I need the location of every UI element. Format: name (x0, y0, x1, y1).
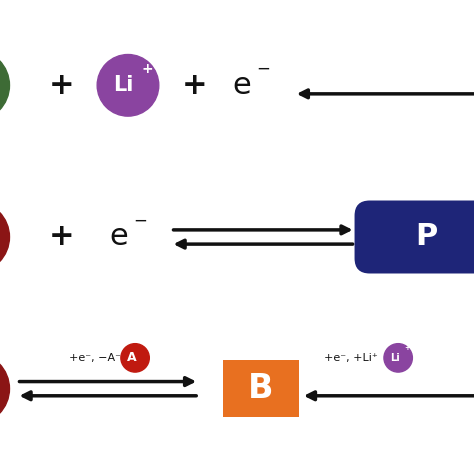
Circle shape (97, 55, 159, 116)
Text: +: + (405, 346, 410, 351)
Circle shape (0, 201, 9, 273)
Text: −: − (256, 60, 270, 78)
Text: Li: Li (391, 353, 400, 363)
Text: +: + (182, 71, 207, 100)
Text: +: + (49, 71, 74, 100)
Circle shape (121, 344, 149, 372)
Text: A: A (127, 351, 137, 365)
Circle shape (0, 50, 9, 121)
Text: +: + (49, 222, 74, 252)
Text: B: B (248, 372, 273, 405)
Text: e: e (109, 222, 128, 252)
Circle shape (0, 353, 9, 424)
Text: +e⁻, +Li⁺: +e⁻, +Li⁺ (324, 353, 378, 363)
Circle shape (384, 344, 412, 372)
Text: e: e (232, 71, 251, 100)
Text: P: P (416, 222, 438, 252)
Text: +e⁻, −A⁻: +e⁻, −A⁻ (69, 353, 121, 363)
Bar (223, 360, 299, 417)
Text: −: − (133, 211, 147, 229)
Text: Li: Li (113, 75, 133, 95)
Text: ⁻: ⁻ (143, 342, 148, 352)
FancyBboxPatch shape (355, 201, 474, 273)
Text: +: + (141, 62, 153, 76)
